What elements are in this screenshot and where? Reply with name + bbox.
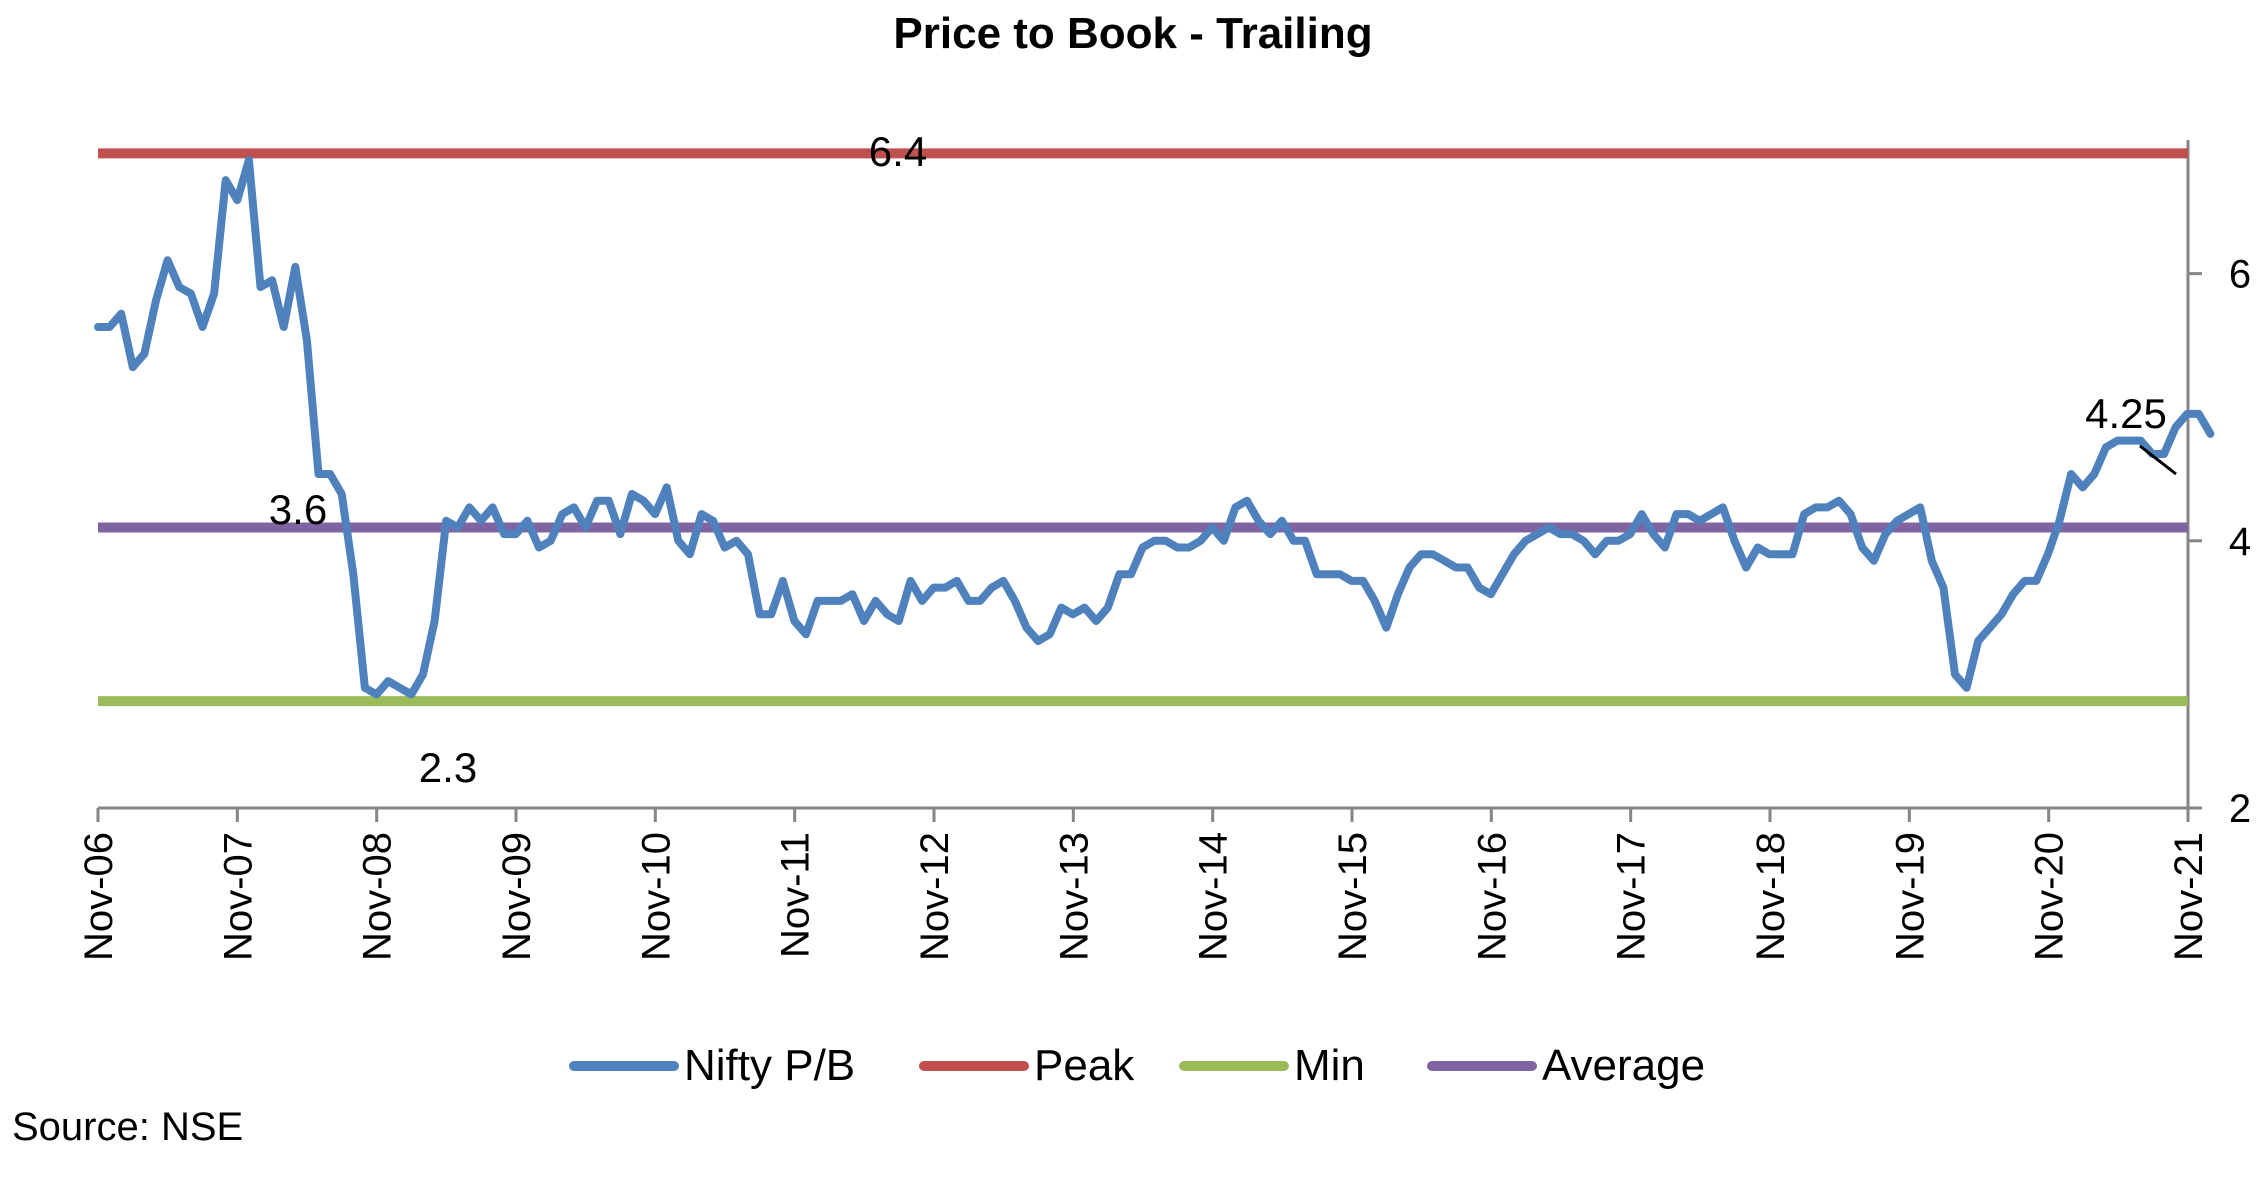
x-tick-label: Nov-17 — [1610, 832, 1654, 961]
chart-title: Price to Book - Trailing — [893, 9, 1372, 58]
x-tick-label: Nov-08 — [356, 832, 400, 961]
annotation-label: 4.25 — [2085, 390, 2167, 437]
legend-label: Average — [1542, 1041, 1705, 1090]
annotation-label: 6.4 — [869, 128, 927, 175]
annotation-label: 2.3 — [419, 744, 477, 791]
source-note: Source: NSE — [12, 1105, 243, 1149]
legend-label: Min — [1294, 1041, 1365, 1090]
y-tick-label: 2 — [2229, 787, 2251, 831]
x-tick-label: Nov-18 — [1749, 832, 1793, 961]
x-tick-label: Nov-11 — [774, 832, 818, 958]
plot-area: 2 4 6 Nov-06 Nov-07 Nov-08 Nov-09 Nov-10 Nov-11 N… — [77, 128, 2251, 961]
x-tick-label: Nov-12 — [913, 832, 957, 961]
series-line-nifty-pb — [94, 156, 2215, 699]
x-tick-label: Nov-07 — [216, 832, 260, 961]
x-tick-label: Nov-19 — [1888, 832, 1932, 961]
x-tick-label: Nov-14 — [1192, 832, 1236, 961]
x-tick-label: Nov-06 — [77, 832, 121, 961]
x-tick-label: Nov-21 — [2167, 832, 2211, 961]
x-tick-label: Nov-10 — [634, 832, 678, 961]
legend: Nifty P/B Peak Min Average — [569, 1041, 1705, 1090]
x-tick-label: Nov-16 — [1470, 832, 1514, 961]
x-tick-label: Nov-15 — [1331, 832, 1375, 961]
annotation-leader-line — [2139, 444, 2177, 476]
annotation-label: 3.6 — [269, 486, 327, 533]
x-tick-label: Nov-20 — [2028, 832, 2072, 961]
y-tick-label: 6 — [2229, 253, 2251, 297]
legend-label: Peak — [1034, 1041, 1135, 1090]
y-tick-label: 4 — [2229, 520, 2251, 564]
x-tick-label: Nov-09 — [495, 832, 539, 961]
legend-label: Nifty P/B — [684, 1041, 855, 1090]
x-tick-label: Nov-13 — [1052, 832, 1096, 961]
